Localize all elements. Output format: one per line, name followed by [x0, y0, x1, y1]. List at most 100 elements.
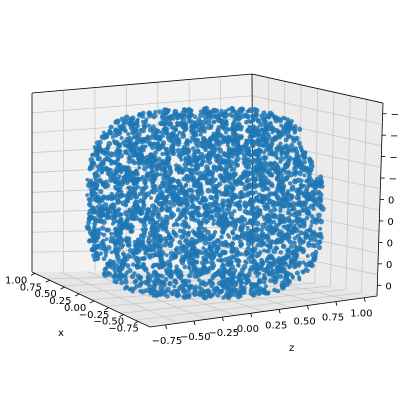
- data-point: [287, 239, 293, 245]
- data-point: [305, 208, 312, 215]
- data-point: [149, 168, 155, 174]
- data-point: [223, 284, 228, 289]
- data-point: [237, 259, 242, 264]
- data-point: [146, 123, 151, 128]
- data-point: [103, 147, 109, 153]
- data-point: [124, 284, 129, 289]
- data-point: [213, 208, 218, 213]
- data-point: [220, 198, 227, 205]
- x-tick-label: 0.75: [20, 282, 42, 293]
- data-point: [157, 281, 162, 287]
- data-point: [165, 174, 171, 180]
- right-axis-ticks: − − − − 0 0 0 0 0: [377, 110, 399, 292]
- data-point: [155, 262, 160, 267]
- data-point: [99, 134, 105, 140]
- data-point: [140, 114, 146, 119]
- data-point: [285, 215, 292, 222]
- x-tick-mark: [134, 321, 139, 324]
- data-point: [297, 211, 302, 217]
- data-point: [253, 107, 260, 114]
- data-point: [157, 233, 163, 240]
- data-point: [117, 184, 123, 190]
- data-point: [309, 224, 313, 228]
- data-point: [91, 226, 97, 232]
- data-point: [226, 153, 232, 160]
- data-point: [107, 168, 114, 175]
- data-point: [279, 269, 284, 274]
- data-point: [123, 256, 127, 261]
- data-point: [272, 166, 279, 172]
- data-point: [129, 215, 135, 221]
- data-point: [253, 183, 259, 189]
- data-point: [231, 142, 236, 147]
- data-point: [278, 250, 283, 255]
- data-point: [161, 107, 168, 113]
- data-point: [89, 237, 95, 244]
- data-point: [143, 279, 149, 286]
- data-point: [290, 205, 297, 212]
- x-tick-mark: [89, 300, 95, 304]
- data-point: [102, 267, 108, 273]
- data-point: [261, 116, 267, 122]
- data-point: [116, 230, 122, 236]
- data-point: [177, 285, 182, 291]
- data-point: [181, 294, 186, 299]
- z-tick-mark: [165, 324, 167, 329]
- data-point: [281, 168, 286, 172]
- data-point: [188, 114, 193, 119]
- data-point: [292, 165, 297, 171]
- data-point: [307, 177, 314, 184]
- data-point: [247, 109, 251, 114]
- data-point: [143, 267, 149, 273]
- data-point: [206, 235, 213, 241]
- data-point: [115, 157, 121, 162]
- data-point: [137, 165, 142, 170]
- z-tick-mark: [335, 301, 338, 306]
- data-point: [316, 244, 323, 251]
- data-point: [171, 202, 177, 208]
- data-point: [210, 275, 216, 281]
- data-point: [194, 259, 200, 265]
- data-point: [242, 169, 249, 176]
- data-point: [190, 126, 196, 133]
- data-point: [266, 248, 271, 253]
- data-point: [160, 180, 165, 185]
- data-point: [302, 183, 307, 188]
- data-point: [141, 119, 145, 124]
- data-point: [125, 180, 130, 186]
- data-point: [216, 202, 221, 207]
- data-point: [262, 280, 267, 285]
- data-point: [167, 108, 171, 112]
- data-point: [98, 147, 103, 153]
- data-point: [128, 175, 134, 180]
- data-point: [202, 137, 208, 143]
- data-point: [256, 147, 261, 153]
- data-point: [112, 268, 118, 274]
- data-point: [293, 146, 299, 152]
- data-point: [175, 122, 180, 127]
- data-point: [205, 229, 211, 236]
- data-point: [239, 106, 245, 112]
- data-point: [189, 251, 194, 256]
- data-point: [265, 291, 270, 296]
- data-point: [136, 157, 142, 162]
- data-point: [138, 127, 144, 133]
- data-point: [127, 207, 132, 212]
- data-point: [180, 222, 184, 227]
- data-point: [318, 226, 323, 231]
- data-point: [227, 259, 233, 266]
- data-point: [298, 182, 304, 188]
- data-point: [245, 183, 251, 188]
- data-point: [297, 277, 302, 282]
- data-point: [158, 183, 164, 190]
- data-point: [306, 240, 311, 246]
- data-point: [217, 147, 224, 154]
- data-point: [141, 123, 147, 129]
- data-point: [199, 143, 204, 149]
- data-point: [312, 232, 317, 237]
- data-point: [124, 170, 129, 175]
- data-point: [169, 274, 174, 278]
- data-point: [104, 253, 108, 258]
- data-point: [114, 240, 120, 246]
- data-point: [250, 199, 256, 205]
